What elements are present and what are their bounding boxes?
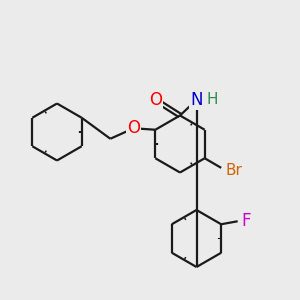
Text: O: O: [149, 91, 162, 109]
Text: Br: Br: [225, 163, 242, 178]
Text: O: O: [127, 119, 140, 137]
Text: H: H: [206, 92, 218, 107]
Text: F: F: [241, 212, 251, 230]
Text: N: N: [190, 91, 203, 109]
